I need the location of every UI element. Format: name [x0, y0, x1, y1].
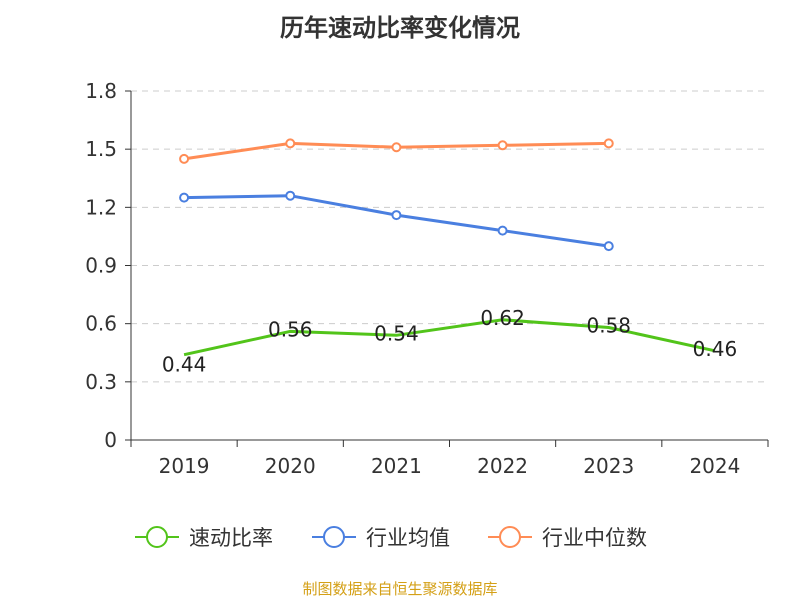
series-line	[183, 318, 716, 357]
data-point	[391, 210, 402, 221]
y-tick-label: 1.5	[85, 137, 117, 161]
data-label: 0.56	[268, 317, 313, 341]
data-point	[391, 142, 402, 153]
legend-label: 行业均值	[366, 526, 450, 550]
y-tick-label: 0.3	[85, 370, 117, 394]
y-tick-label: 1.2	[85, 195, 117, 219]
series-line	[184, 194, 609, 248]
data-point	[603, 138, 614, 149]
source-note: 制图数据来自恒生聚源数据库	[302, 580, 498, 598]
data-point	[285, 190, 296, 201]
chart-title: 历年速动比率变化情况	[280, 14, 520, 42]
data-point	[603, 241, 614, 252]
data-label: 0.58	[586, 314, 631, 338]
data-label: 0.44	[162, 353, 207, 377]
x-tick-label: 2023	[583, 454, 634, 478]
x-tick-label: 2021	[371, 454, 422, 478]
data-label: 0.62	[480, 306, 525, 330]
legend-label: 速动比率	[189, 526, 273, 550]
x-tick-label: 2022	[477, 454, 528, 478]
x-tick-label: 2024	[689, 454, 740, 478]
data-point	[497, 140, 508, 151]
x-tick-label: 2019	[159, 454, 210, 478]
legend-marker	[499, 526, 521, 548]
y-tick-label: 0.6	[85, 312, 117, 336]
legend-marker	[323, 526, 345, 548]
data-point	[285, 138, 296, 149]
y-tick-label: 1.8	[85, 79, 117, 103]
data-point	[497, 225, 508, 236]
y-tick-label: 0.9	[85, 254, 117, 278]
legend-label: 行业中位数	[542, 526, 647, 550]
legend-marker	[146, 526, 168, 548]
x-tick-label: 2020	[265, 454, 316, 478]
data-label: 0.54	[374, 321, 419, 345]
data-point	[179, 192, 190, 203]
data-label: 0.46	[693, 337, 738, 361]
y-tick-label: 0	[104, 428, 117, 452]
data-point	[179, 153, 190, 164]
